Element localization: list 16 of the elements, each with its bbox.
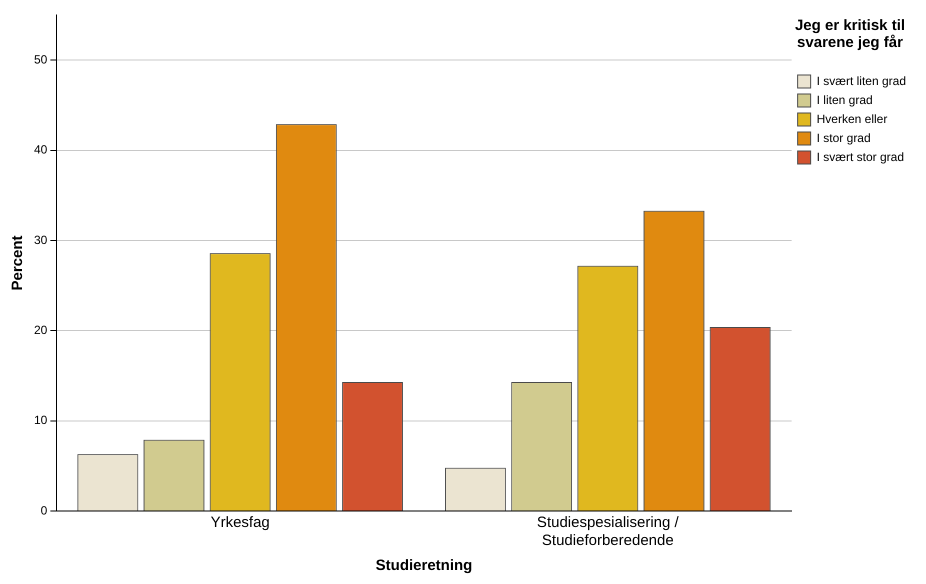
- legend-label: Hverken eller: [816, 112, 888, 126]
- legend-label: I stor grad: [816, 130, 871, 145]
- x-axis-title: Studieretning: [376, 557, 472, 574]
- x-tick-label: Studiespesialisering / Studieforberedende: [536, 514, 680, 550]
- legend-label: I svært liten grad: [816, 74, 906, 88]
- x-tick-label: Yrkesfag: [210, 514, 270, 532]
- y-tick-label: 40: [34, 142, 48, 157]
- legend-label: I svært stor grad: [816, 150, 904, 164]
- y-tick-label: 50: [34, 52, 48, 66]
- y-tick-label: 20: [34, 322, 48, 337]
- y-tick-label: 0: [40, 503, 48, 518]
- y-tick-label: 10: [34, 413, 48, 428]
- y-axis-title: Percent: [9, 235, 26, 291]
- legend-label: I liten grad: [816, 92, 873, 107]
- legend-title: Jeg er kritisk til svarene jeg får: [794, 17, 906, 51]
- y-tick-label: 30: [34, 232, 48, 247]
